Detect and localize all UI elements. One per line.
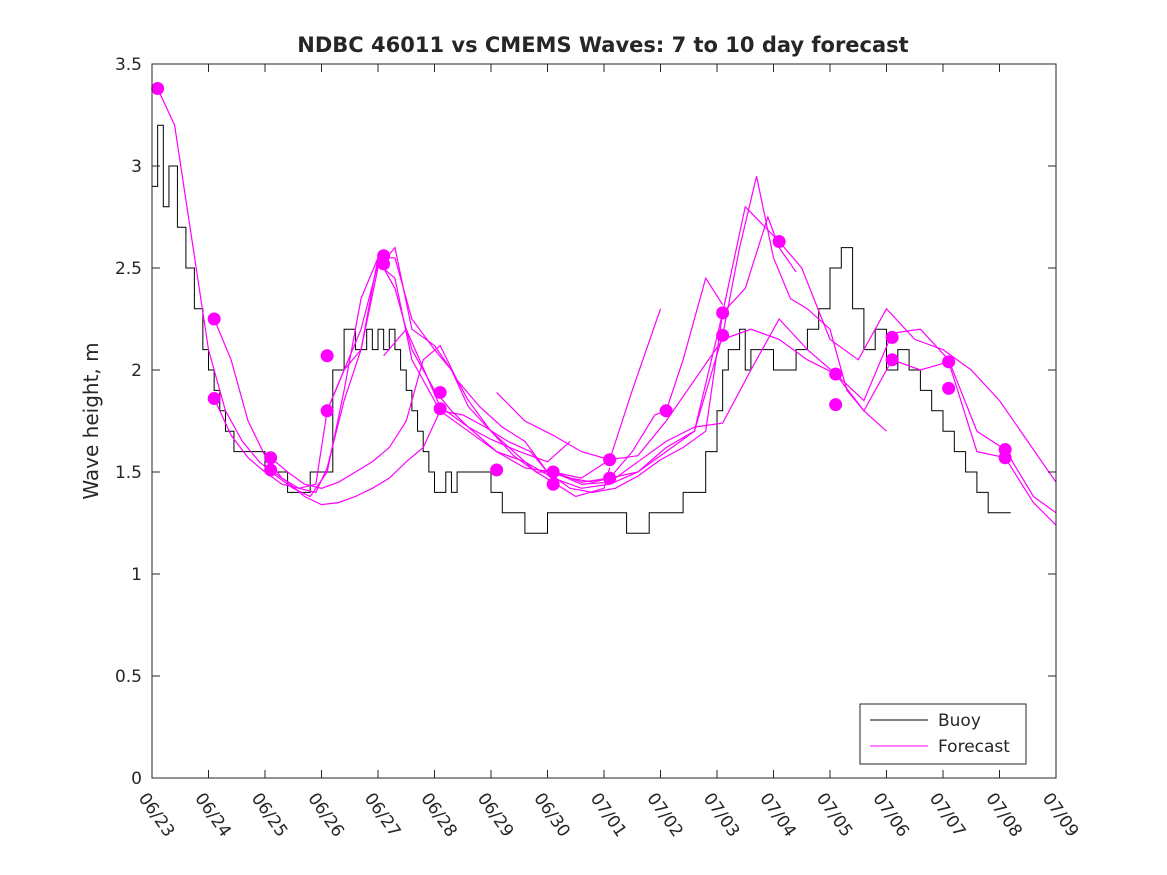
forecast-marker: [603, 471, 617, 485]
forecast-marker: [207, 312, 221, 326]
forecast-trace-6: [326, 176, 887, 483]
forecast-marker: [829, 398, 843, 412]
forecast-trace-1: [157, 88, 571, 498]
y-tick-label: 2: [131, 361, 142, 381]
forecast-marker: [603, 453, 617, 467]
forecast-marker: [377, 257, 391, 271]
buoy-series-line: [152, 124, 1011, 534]
forecast-marker: [433, 402, 447, 416]
y-tick-label: 3: [131, 157, 142, 177]
legend-buoy-label: Buoy: [938, 711, 981, 731]
x-tick-label: 06/23: [134, 789, 178, 841]
y-tick-label: 0.5: [115, 667, 142, 687]
x-tick-label: 07/07: [925, 789, 969, 841]
x-tick-label: 07/02: [642, 789, 686, 841]
forecast-marker: [942, 381, 956, 395]
forecast-marker: [885, 353, 899, 367]
forecast-marker: [942, 355, 956, 369]
forecast-marker: [264, 463, 278, 477]
forecast-marker: [151, 81, 165, 95]
x-tick-label: 07/05: [812, 789, 856, 841]
x-tick-label: 07/08: [981, 789, 1025, 841]
forecast-trace-7: [383, 205, 1057, 489]
forecast-marker: [546, 465, 560, 479]
forecast-trace-9: [552, 317, 1057, 526]
legend: Buoy Forecast: [859, 703, 1027, 765]
x-tick-label: 06/29: [473, 789, 517, 841]
x-tick-label: 07/09: [1038, 789, 1082, 841]
plot-area: [151, 81, 1057, 534]
y-tick-label: 0: [131, 769, 142, 789]
forecast-marker: [264, 451, 278, 465]
forecast-marker: [772, 234, 786, 248]
y-tick-label: 2.5: [115, 259, 142, 279]
forecast-marker: [320, 349, 334, 363]
x-tick-label: 06/27: [360, 789, 404, 841]
y-tick-label: 1.5: [115, 463, 142, 483]
x-tick-label: 07/01: [586, 789, 630, 841]
legend-forecast-label: Forecast: [938, 737, 1010, 757]
x-tick-label: 06/30: [529, 789, 573, 841]
x-tick-label: 07/06: [868, 789, 912, 841]
y-tick-label: 3.5: [115, 55, 142, 75]
forecast-marker: [716, 328, 730, 342]
legend-box: [859, 703, 1027, 765]
forecast-marker: [433, 385, 447, 399]
forecast-marker: [998, 451, 1012, 465]
forecast-marker: [659, 404, 673, 418]
x-tick-label: 06/26: [303, 789, 347, 841]
x-tick-label: 06/24: [190, 789, 234, 841]
axes-frame: [151, 63, 1057, 779]
forecast-trace-4: [270, 276, 724, 489]
x-tick-label: 06/28: [416, 789, 460, 841]
forecast-marker: [885, 330, 899, 344]
forecast-trace-5: [270, 215, 797, 506]
chart-title: NDBC 46011 vs CMEMS Waves: 7 to 10 day f…: [297, 33, 908, 57]
y-axis-label: Wave height, m: [79, 342, 103, 499]
forecast-marker: [320, 404, 334, 418]
forecast-trace-3: [213, 246, 662, 489]
forecast-marker: [207, 392, 221, 406]
x-tick-label: 07/04: [755, 789, 799, 841]
x-tick-label: 06/25: [247, 789, 291, 841]
x-tick-label: 07/03: [699, 789, 743, 841]
y-tick-label: 1: [131, 565, 142, 585]
forecast-marker: [829, 367, 843, 381]
forecast-marker: [716, 306, 730, 320]
forecast-marker: [546, 477, 560, 491]
forecast-marker: [490, 463, 504, 477]
forecast-trace-8: [496, 328, 1057, 514]
